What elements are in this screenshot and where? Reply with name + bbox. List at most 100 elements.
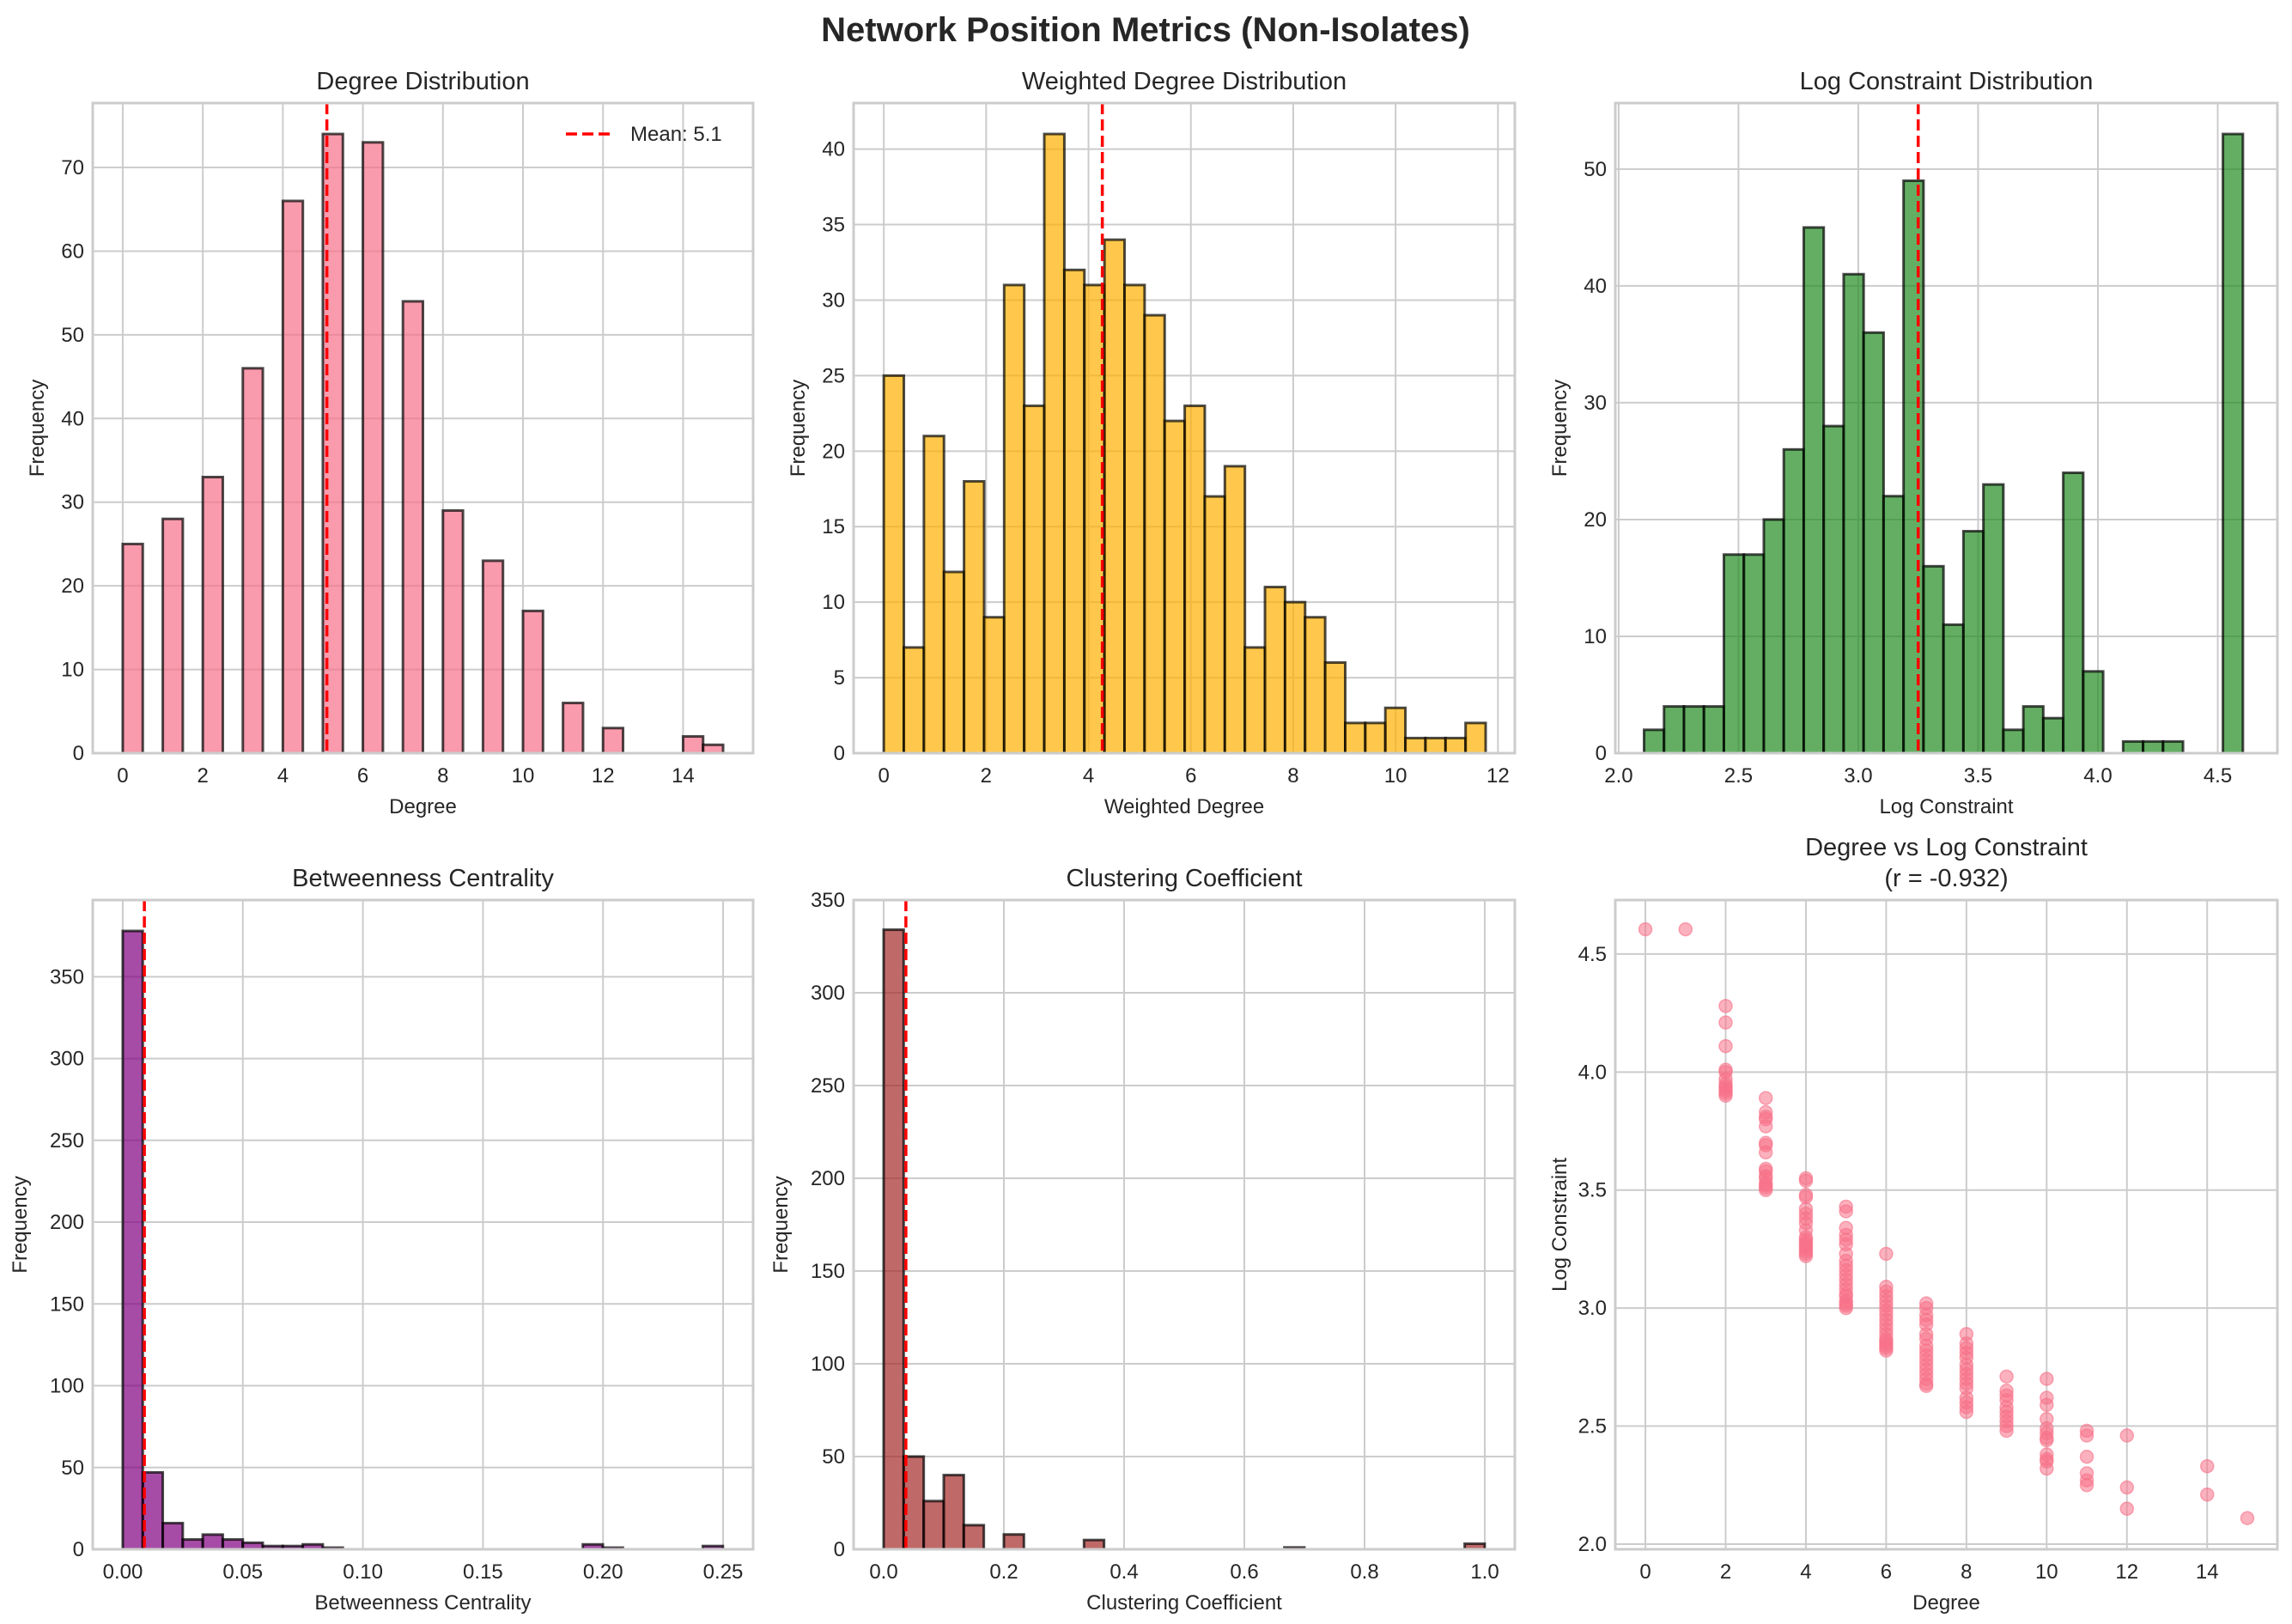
subplot-clustering: 0.0 0.2 0.4 0.6 0.8 1.0 0 50 100 150 200 250 300 350 C… <box>769 865 1517 1615</box>
subplot-title: Degree vs Log Constraint <box>1805 834 2088 861</box>
histogram-bar <box>942 570 966 755</box>
scatter-point <box>1999 1423 2014 1438</box>
histogram-bar <box>1922 564 1945 755</box>
x-axis-label: Clustering Coefficient <box>1086 1591 1282 1615</box>
x-tick-label: 3.5 <box>1964 764 1992 788</box>
y-tick-label: 300 <box>811 982 845 1005</box>
histogram-bar <box>1343 721 1367 755</box>
histogram-bar <box>1722 553 1746 755</box>
scatter-point <box>1879 1246 1894 1262</box>
x-tick-label: 0.20 <box>583 1560 623 1584</box>
histogram-bar <box>1082 1538 1106 1551</box>
legend-label: Mean: 5.1 <box>630 123 722 146</box>
scatter-point <box>1678 921 1693 937</box>
histogram-bar <box>1364 721 1387 755</box>
histogram-bar <box>1023 404 1046 755</box>
histogram-bar <box>1404 736 1427 755</box>
histogram-bar <box>1802 226 1826 755</box>
y-tick-label: 2.0 <box>1578 1533 1607 1556</box>
y-tick-label: 20 <box>61 575 84 598</box>
y-tick-label: 10 <box>61 659 84 682</box>
scatter-point <box>2079 1428 2094 1443</box>
histogram-bar <box>1062 268 1086 755</box>
histogram-bar <box>2041 716 2065 755</box>
y-tick-label: 200 <box>50 1211 84 1234</box>
y-tick-label: 20 <box>1584 508 1607 532</box>
scatter-point <box>1918 1378 1934 1394</box>
x-tick-label: 0.4 <box>1110 1560 1138 1584</box>
histogram-bar <box>882 928 905 1551</box>
y-tick-label: 4.0 <box>1578 1061 1607 1084</box>
y-axis-label: Frequency <box>787 380 810 477</box>
scatter-point <box>1839 1300 1853 1316</box>
y-tick-label: 30 <box>61 491 84 514</box>
histogram-bar <box>1143 313 1166 755</box>
histogram-bar <box>1642 728 1666 755</box>
x-tick-label: 10 <box>1384 764 1407 788</box>
y-tick-label: 50 <box>61 324 84 347</box>
histogram-bar <box>441 508 465 755</box>
subplot-title: Betweenness Centrality <box>292 865 554 892</box>
subplot-betweenness: 0.00 0.05 0.10 0.15 0.20 0.25 0 50 100 150 200 250 3… <box>9 865 755 1615</box>
scatter-point <box>1718 1015 1733 1030</box>
scatter-point <box>1879 1343 1894 1358</box>
x-tick-label: 2 <box>197 764 208 788</box>
x-axis-label: Betweenness Centrality <box>314 1591 531 1615</box>
histogram-bar <box>2222 132 2245 755</box>
scatter-point <box>1798 1249 1814 1263</box>
y-tick-label: 35 <box>822 214 845 237</box>
x-tick-label: 2.0 <box>1604 764 1632 788</box>
histogram-bar <box>481 559 505 755</box>
y-tick-label: 350 <box>811 889 845 912</box>
scatter-point <box>1959 1404 1974 1420</box>
scatter-point <box>2040 1432 2054 1448</box>
y-tick-label: 40 <box>822 138 845 161</box>
x-tick-label: 2 <box>981 764 992 788</box>
histogram-bar <box>942 1474 965 1551</box>
histogram-bar <box>201 1533 224 1551</box>
x-tick-label: 8 <box>437 764 448 788</box>
y-tick-label: 0 <box>834 742 845 765</box>
axes-frame <box>91 898 755 1551</box>
histogram-bar <box>362 141 385 755</box>
x-tick-label: 0.0 <box>869 1560 897 1584</box>
subplot-title: Clustering Coefficient <box>1066 865 1302 892</box>
histogram-bar <box>1383 706 1407 755</box>
histogram-bar <box>1842 272 1865 755</box>
x-tick-label: 8 <box>1961 1560 1972 1584</box>
y-tick-label: 40 <box>61 407 84 430</box>
histogram-bar <box>121 929 144 1551</box>
x-tick-label: 0.15 <box>463 1560 503 1584</box>
histogram-bar <box>1762 518 1785 755</box>
scatter-point <box>2199 1487 2215 1502</box>
histogram-bar <box>982 616 1006 755</box>
x-tick-label: 0.2 <box>989 1560 1018 1584</box>
scatter-point <box>2040 1372 2054 1386</box>
y-axis-label: Frequency <box>9 1176 32 1273</box>
y-tick-label: 150 <box>50 1293 84 1316</box>
x-tick-label: 10 <box>512 764 535 788</box>
subplot-weighted: 0 2 4 6 8 10 12 0 5 10 15 20 25 30 35 40 Weighted Degree… <box>787 68 1517 818</box>
histogram-bar <box>161 1522 185 1551</box>
y-tick-label: 30 <box>822 289 845 312</box>
histogram-bar <box>2161 739 2185 755</box>
histogram-bar <box>1263 586 1286 755</box>
x-axis-label: Log Constraint <box>1879 795 2013 818</box>
histogram-bar <box>2142 739 2165 755</box>
histogram-bar <box>1183 404 1207 755</box>
y-tick-label: 50 <box>822 1445 845 1469</box>
scatter-point <box>1839 1204 1853 1219</box>
histogram-bar <box>1782 447 1805 755</box>
histogram-bar <box>1163 419 1187 755</box>
y-axis-label: Frequency <box>26 380 49 477</box>
x-tick-label: 6 <box>1881 1560 1892 1584</box>
histogram-bar <box>903 646 926 755</box>
histogram-bar <box>1123 283 1146 755</box>
y-axis-label: Frequency <box>769 1176 793 1273</box>
y-tick-label: 150 <box>811 1260 845 1283</box>
subplot-degree: 0 2 4 6 8 10 12 14 0 10 20 30 40 50 60 70 Degree Frequenc… <box>26 68 755 818</box>
scatter-point <box>1758 1119 1773 1134</box>
x-tick-label: 0 <box>1639 1560 1651 1584</box>
subplot-title: Degree Distribution <box>316 68 529 95</box>
legend: Mean: 5.1 <box>566 123 722 146</box>
